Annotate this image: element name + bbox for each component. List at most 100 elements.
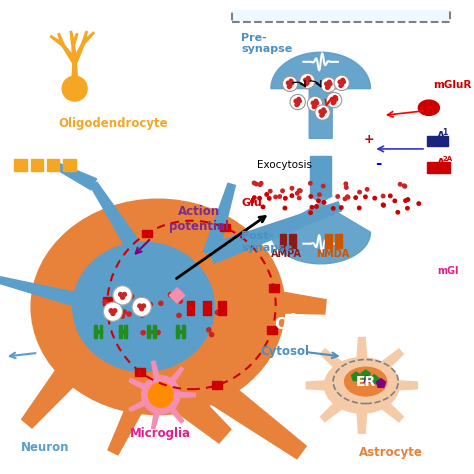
Circle shape <box>402 184 406 187</box>
Circle shape <box>294 100 298 103</box>
Ellipse shape <box>419 100 439 116</box>
Circle shape <box>403 184 407 188</box>
Circle shape <box>313 104 317 108</box>
Text: Astrocyte: Astrocyte <box>359 446 422 459</box>
Polygon shape <box>152 394 164 429</box>
Circle shape <box>297 98 301 101</box>
Circle shape <box>283 76 298 91</box>
Polygon shape <box>72 34 78 45</box>
Circle shape <box>123 292 127 296</box>
Circle shape <box>339 206 343 210</box>
Circle shape <box>286 81 290 84</box>
Circle shape <box>62 76 87 101</box>
Circle shape <box>295 103 299 107</box>
Circle shape <box>315 105 330 120</box>
Circle shape <box>331 207 335 210</box>
Polygon shape <box>355 385 369 433</box>
Circle shape <box>319 110 322 113</box>
Circle shape <box>309 211 312 214</box>
Circle shape <box>261 205 265 209</box>
Circle shape <box>336 195 339 198</box>
Circle shape <box>283 197 287 200</box>
Circle shape <box>278 195 282 198</box>
Bar <box>100 325 102 337</box>
Circle shape <box>332 100 336 104</box>
Bar <box>142 229 152 237</box>
Text: Post-
synapse: Post- synapse <box>241 231 292 253</box>
Bar <box>63 158 76 171</box>
Polygon shape <box>137 356 231 443</box>
Circle shape <box>315 205 318 208</box>
Polygon shape <box>108 361 165 455</box>
Circle shape <box>334 98 338 101</box>
Bar <box>176 325 179 337</box>
Circle shape <box>156 330 160 335</box>
Bar <box>14 158 27 171</box>
Polygon shape <box>219 247 254 293</box>
Circle shape <box>311 101 315 105</box>
Bar <box>427 162 450 173</box>
Circle shape <box>290 187 294 190</box>
Polygon shape <box>320 380 366 422</box>
Bar <box>182 325 185 337</box>
Circle shape <box>345 186 348 189</box>
Circle shape <box>328 82 332 86</box>
Circle shape <box>354 196 357 199</box>
Circle shape <box>406 207 409 210</box>
Circle shape <box>309 182 312 185</box>
Circle shape <box>207 328 211 332</box>
Circle shape <box>317 199 320 202</box>
Bar <box>118 325 121 337</box>
Text: Oligodendrocyte: Oligodendrocyte <box>58 117 168 129</box>
Polygon shape <box>70 31 74 45</box>
Circle shape <box>274 195 277 199</box>
Bar <box>153 325 156 337</box>
Circle shape <box>328 80 331 83</box>
Circle shape <box>120 295 125 299</box>
Circle shape <box>140 313 144 317</box>
Circle shape <box>148 383 173 407</box>
Circle shape <box>330 98 334 101</box>
Circle shape <box>253 196 256 200</box>
Circle shape <box>141 331 145 335</box>
Circle shape <box>306 81 309 84</box>
Bar <box>147 330 156 333</box>
Circle shape <box>322 108 325 111</box>
Ellipse shape <box>73 242 214 372</box>
Circle shape <box>309 195 312 198</box>
Circle shape <box>308 78 311 82</box>
Circle shape <box>393 199 397 202</box>
Circle shape <box>281 189 284 192</box>
Text: mGl: mGl <box>438 265 459 275</box>
Polygon shape <box>320 349 366 391</box>
Text: Neuron: Neuron <box>21 441 70 454</box>
Text: Ca: Ca <box>274 317 295 332</box>
Polygon shape <box>228 283 326 314</box>
Bar <box>102 297 112 305</box>
Circle shape <box>140 307 144 311</box>
Circle shape <box>307 96 323 111</box>
Circle shape <box>334 75 349 91</box>
Circle shape <box>113 286 132 305</box>
Circle shape <box>255 182 258 186</box>
Circle shape <box>346 195 349 199</box>
Circle shape <box>258 183 262 186</box>
Polygon shape <box>58 34 64 45</box>
Ellipse shape <box>31 199 285 415</box>
Circle shape <box>321 77 336 92</box>
Text: A: A <box>437 158 445 168</box>
Circle shape <box>310 206 314 209</box>
Circle shape <box>406 198 410 201</box>
Circle shape <box>168 292 173 297</box>
Text: Action
potential: Action potential <box>169 205 229 233</box>
Polygon shape <box>357 349 403 391</box>
Polygon shape <box>73 42 85 63</box>
Circle shape <box>267 197 271 200</box>
Bar <box>310 155 331 196</box>
Circle shape <box>113 309 117 313</box>
Circle shape <box>304 78 307 82</box>
Text: Exocytosis: Exocytosis <box>256 160 311 170</box>
Circle shape <box>259 182 263 185</box>
Circle shape <box>132 297 151 317</box>
Circle shape <box>321 113 324 116</box>
